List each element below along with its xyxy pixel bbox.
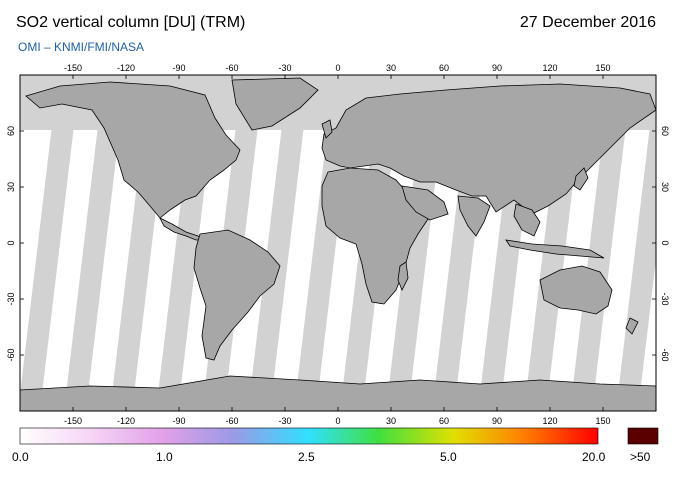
british-isles bbox=[321, 119, 333, 139]
lon-tick-label-bottom: -60 bbox=[225, 416, 238, 426]
indonesia bbox=[505, 239, 605, 259]
colorbar-label-4: 20.0 bbox=[582, 450, 606, 464]
india bbox=[457, 195, 491, 237]
colorbar-gradient bbox=[19, 427, 599, 445]
lon-tick-label-top: -30 bbox=[278, 63, 291, 73]
arabia bbox=[401, 185, 449, 221]
map-title: SO2 vertical column [DU] (TRM) bbox=[16, 14, 246, 31]
lat-tick-label-right: -60 bbox=[660, 348, 670, 361]
lon-tick-label-bottom: 150 bbox=[595, 416, 610, 426]
south-america bbox=[193, 229, 281, 361]
colorbar-label-3: 5.0 bbox=[440, 450, 457, 464]
colorbar-label-1: 1.0 bbox=[156, 450, 173, 464]
continents bbox=[20, 77, 656, 411]
data-credit: OMI – KNMI/FMI/NASA bbox=[18, 40, 145, 54]
lon-tick-label-top: 150 bbox=[595, 63, 610, 73]
southeast-asia bbox=[513, 203, 541, 237]
lat-tick-label-right: 0 bbox=[660, 240, 670, 245]
japan bbox=[573, 167, 589, 191]
north-america bbox=[25, 81, 241, 219]
orbit-swath bbox=[570, 75, 632, 411]
eurasia bbox=[321, 83, 656, 215]
lon-tick-label-top: 120 bbox=[542, 63, 557, 73]
orbit-swath bbox=[248, 75, 310, 411]
lon-tick-label-top: -90 bbox=[172, 63, 185, 73]
lat-tick-label-left: 60 bbox=[6, 126, 16, 136]
colorbar-overflow-swatch bbox=[627, 427, 659, 445]
australia bbox=[539, 265, 613, 315]
lon-tick-label-bottom: -30 bbox=[278, 416, 291, 426]
lon-tick-label-bottom: 90 bbox=[492, 416, 502, 426]
new-zealand bbox=[625, 317, 639, 335]
lon-tick-label-bottom: 0 bbox=[335, 416, 340, 426]
lat-tick-label-right: -30 bbox=[660, 292, 670, 305]
lon-tick-label-top: -60 bbox=[225, 63, 238, 73]
map-date: 27 December 2016 bbox=[519, 14, 656, 31]
lon-tick-label-bottom: -120 bbox=[117, 416, 135, 426]
lat-tick-label-left: 0 bbox=[6, 240, 16, 245]
lat-tick-label-right: 60 bbox=[660, 126, 670, 136]
lon-tick-label-top: -120 bbox=[117, 63, 135, 73]
lat-tick-label-left: 30 bbox=[6, 182, 16, 192]
lon-tick-label-top: 60 bbox=[439, 63, 449, 73]
orbit-swath bbox=[64, 75, 126, 411]
antarctica bbox=[20, 375, 656, 411]
lon-tick-label-top: 90 bbox=[492, 63, 502, 73]
colorbar-overflow-label: >50 bbox=[630, 450, 651, 464]
lon-tick-label-top: 0 bbox=[335, 63, 340, 73]
lon-tick-label-top: -150 bbox=[64, 63, 82, 73]
lon-tick-label-bottom: 120 bbox=[542, 416, 557, 426]
colorbar-label-0: 0.0 bbox=[12, 450, 29, 464]
greenland bbox=[231, 77, 319, 131]
lon-tick-label-bottom: -150 bbox=[64, 416, 82, 426]
lon-tick-label-bottom: -90 bbox=[172, 416, 185, 426]
lat-tick-label-right: 30 bbox=[660, 182, 670, 192]
colorbar-label-2: 2.5 bbox=[298, 450, 315, 464]
lon-tick-label-bottom: 30 bbox=[386, 416, 396, 426]
orbit-swath bbox=[20, 75, 80, 411]
lon-tick-label-top: 30 bbox=[386, 63, 396, 73]
madagascar bbox=[397, 261, 409, 291]
lat-tick-label-left: -60 bbox=[6, 348, 16, 361]
graticule-ticks: -150 -150 -120 -120 -90 -90 -60 -60 -30 -30 0 0 30 30… bbox=[6, 63, 670, 426]
lon-tick-label-bottom: 60 bbox=[439, 416, 449, 426]
lat-tick-label-left: -30 bbox=[6, 292, 16, 305]
